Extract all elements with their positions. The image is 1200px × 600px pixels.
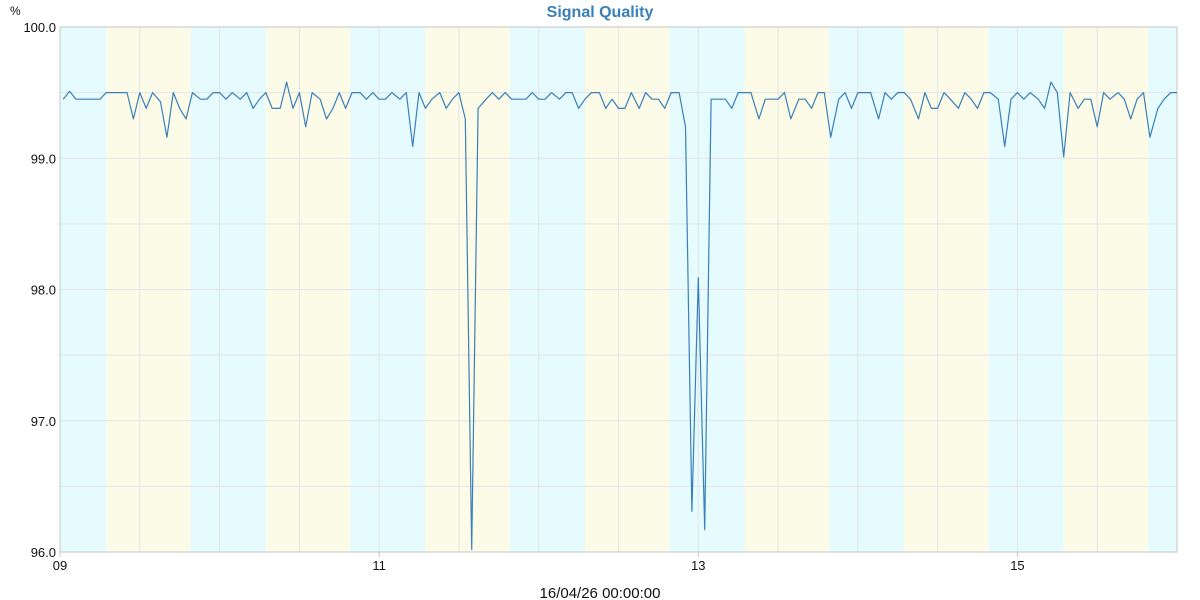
y-tick-label: 96.0 (31, 545, 56, 560)
plot-frame (59, 26, 1178, 553)
x-tick-label: 09 (53, 558, 67, 573)
y-tick-label: 97.0 (31, 414, 56, 429)
y-tick-label: 100.0 (23, 20, 56, 35)
signal-quality-line (62, 81, 1177, 550)
y-tick-label: 98.0 (31, 283, 56, 298)
x-tick-label: 15 (1010, 558, 1024, 573)
chart-title: Signal Quality (547, 4, 654, 21)
y-axis-ticks: 96.0 97.0 98.0 99.0 100.0 (23, 20, 56, 560)
x-axis-label: 16/04/26 00:00:00 (540, 585, 661, 600)
y-unit-label: % (10, 4, 21, 18)
y-tick-label: 99.0 (31, 151, 56, 166)
x-axis-ticks: 09 11 13 15 (53, 552, 1025, 573)
x-tick-label: 11 (372, 558, 386, 573)
x-tick-label: 13 (691, 558, 705, 573)
